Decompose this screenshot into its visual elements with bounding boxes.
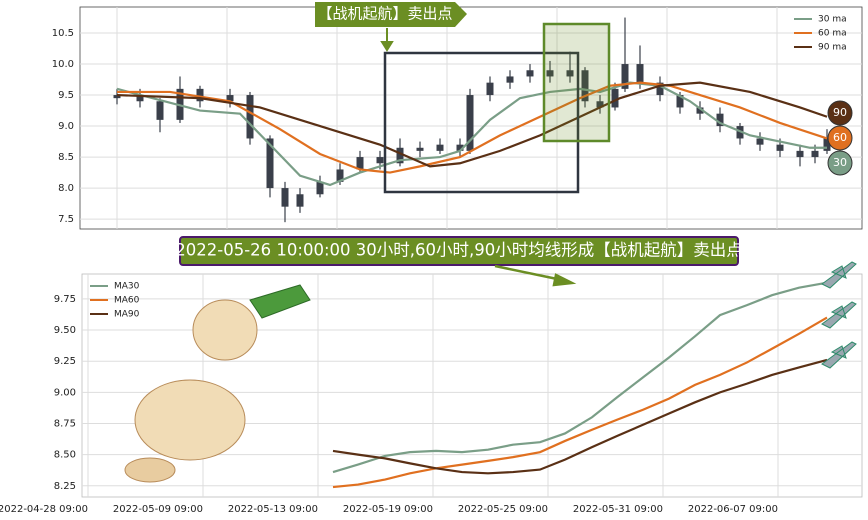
candle-body <box>281 188 289 207</box>
candle-body <box>823 138 831 151</box>
x-tick-label: 2022-05-25 09:00 <box>458 504 548 515</box>
banner-arrow <box>494 264 577 287</box>
y-tick-label: 8.75 <box>54 418 76 429</box>
y-tick-label: 8.50 <box>54 450 76 461</box>
x-tick-label: 2022-05-31 09:00 <box>573 504 663 515</box>
candle-body <box>546 70 554 77</box>
candle-body <box>676 95 684 108</box>
candle-body <box>136 95 144 102</box>
candle-body <box>296 194 304 207</box>
candle-body <box>376 157 384 164</box>
banner <box>179 236 739 266</box>
candle-body <box>266 138 274 189</box>
candle-body <box>416 147 424 151</box>
x-tick-label: 2022-05-13 09:00 <box>228 504 318 515</box>
candle-body <box>196 88 204 102</box>
dog-illustration <box>124 284 311 483</box>
candle-body <box>486 82 494 96</box>
y-tick-label: 9.25 <box>54 356 76 367</box>
x-tick-label: 2022-06-07 09:00 <box>688 504 778 515</box>
y-tick-label: 8.5 <box>58 152 74 163</box>
ma-line <box>117 81 828 174</box>
ma-line <box>116 81 828 168</box>
legend-label: MA60 <box>114 296 140 306</box>
candle-body <box>716 113 724 127</box>
y-tick-label: 10.0 <box>52 59 74 70</box>
candle-body <box>796 150 804 158</box>
candle-body <box>396 147 404 164</box>
x-tick-label: 2022-05-19 09:00 <box>343 504 433 515</box>
candle-body <box>776 144 784 151</box>
candle-body <box>811 150 819 158</box>
ma-line <box>116 81 827 187</box>
range-box <box>383 51 580 194</box>
y-tick-label: 8.25 <box>54 481 76 492</box>
ma-line <box>332 281 828 474</box>
legend-label: 90 ma <box>818 43 847 53</box>
candle-body <box>656 82 664 96</box>
candle-body <box>436 144 444 151</box>
annotation-box <box>315 2 467 27</box>
candle-body <box>581 70 589 102</box>
candle-body <box>506 76 514 83</box>
banner-text: 2022-05-26 10:00:00 30小时,60小时,90小时均线形成【战… <box>175 241 742 260</box>
ma-line <box>332 316 828 489</box>
end-badge <box>827 100 853 126</box>
candle-body <box>696 107 704 114</box>
legend-label: 60 ma <box>818 29 847 39</box>
y-tick-label: 9.50 <box>54 325 76 336</box>
candle-body <box>156 101 164 120</box>
legend-label: 30 ma <box>818 15 847 25</box>
y-tick-label: 9.75 <box>54 294 76 305</box>
candle-body <box>356 157 364 170</box>
y-tick-label: 9.00 <box>54 387 76 398</box>
candle-body <box>596 101 604 108</box>
y-tick-label: 10.5 <box>52 28 74 39</box>
y-tick-label: 7.5 <box>58 214 74 225</box>
y-tick-label: 9.5 <box>58 90 74 101</box>
ma-line <box>332 358 828 475</box>
plane-icons <box>821 261 857 369</box>
y-tick-label: 9.0 <box>58 121 74 132</box>
legend-label: MA30 <box>114 282 140 292</box>
candle-body <box>756 138 764 145</box>
candle-body <box>246 95 254 139</box>
legend-label: MA90 <box>114 310 140 320</box>
candle-body <box>621 64 629 89</box>
candle-body <box>636 64 644 83</box>
signal-box <box>542 22 611 143</box>
candle-body <box>566 70 574 77</box>
candle-body <box>336 169 344 182</box>
candle-body <box>466 95 474 151</box>
y-tick-label: 8.0 <box>58 183 74 194</box>
end-badge <box>827 150 853 176</box>
end-badge-label: 30 <box>833 156 847 169</box>
annotation-arrow <box>380 28 394 52</box>
x-tick-label: 2022-04-28 09:00 <box>0 504 88 515</box>
end-badge <box>827 125 853 151</box>
candle-body <box>611 88 619 108</box>
candle-body <box>226 95 234 102</box>
x-tick-label: 2022-05-09 09:00 <box>113 504 203 515</box>
annotation: 【战机起航】卖出点 <box>317 5 452 23</box>
candle-body <box>526 70 534 77</box>
end-badge-label: 90 <box>833 106 847 119</box>
end-badge-label: 60 <box>833 131 847 144</box>
candle-body <box>316 181 324 195</box>
candle-body <box>113 95 121 99</box>
candle-body <box>456 144 464 151</box>
